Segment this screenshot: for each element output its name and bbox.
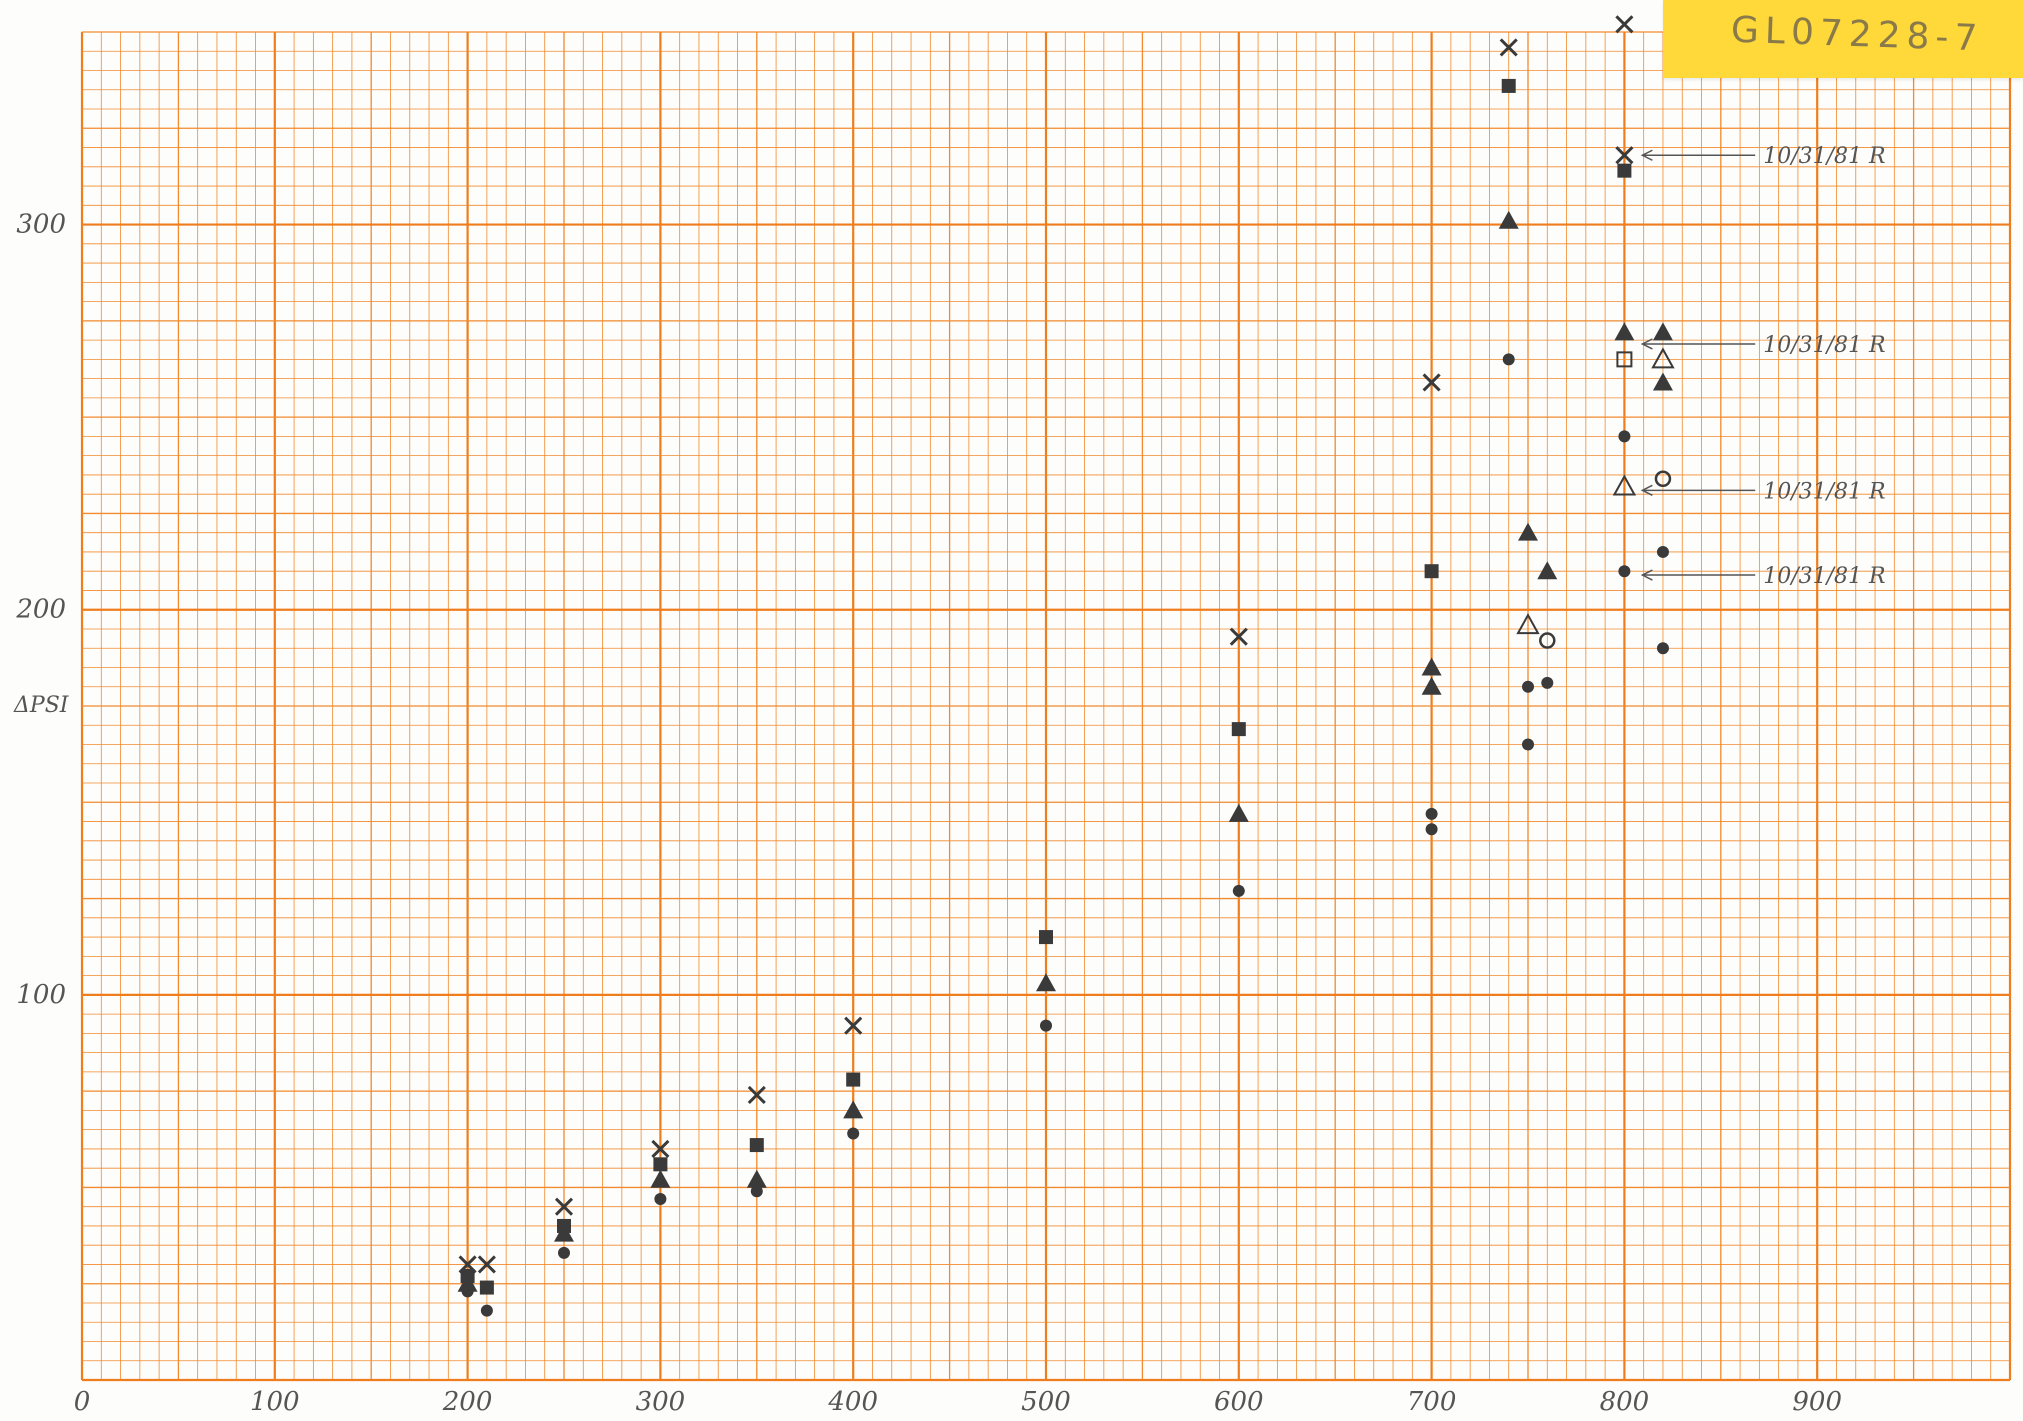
sticky-note: GL07228-7 xyxy=(1663,0,2023,78)
data-point-x xyxy=(1615,146,1634,165)
data-point-x xyxy=(651,1139,670,1158)
x-tick-label: 0 xyxy=(74,1387,91,1417)
data-point-open-circle xyxy=(1539,632,1556,649)
data-point-square xyxy=(1617,163,1632,178)
x-tick-label: 300 xyxy=(636,1387,686,1417)
data-point-circle xyxy=(750,1185,763,1198)
data-point-triangle xyxy=(650,1169,671,1188)
data-point-square xyxy=(479,1280,494,1295)
data-point-x xyxy=(554,1197,574,1216)
data-point-open-triangle xyxy=(1612,474,1637,496)
data-point-square xyxy=(653,1157,668,1172)
sheet-id-label: GL07228-7 xyxy=(1730,9,1985,60)
arrow-icon xyxy=(1640,569,1653,581)
data-point-circle xyxy=(654,1192,667,1205)
data-point-circle xyxy=(1618,565,1631,578)
annotations: 10/31/81 R 10/31/81 R 10/31/81 R 10/31/81 R xyxy=(1640,144,1886,589)
annotation-label: 10/31/81 R xyxy=(1763,479,1885,504)
data-point-open-triangle xyxy=(1651,347,1675,369)
data-point-triangle xyxy=(1036,973,1056,992)
data-point-circle xyxy=(1502,353,1515,366)
data-point-circle xyxy=(1040,1019,1052,1032)
data-point-x xyxy=(1615,15,1634,34)
y-tick-label: 100 xyxy=(16,980,66,1010)
data-point-circle xyxy=(1425,823,1438,836)
data-point-square xyxy=(1231,722,1246,737)
y-axis-label: ΔPSI xyxy=(13,693,70,718)
data-point-circle xyxy=(1618,430,1631,443)
arrow-icon xyxy=(1640,484,1653,496)
data-point-square xyxy=(749,1138,764,1153)
arrow-icon xyxy=(1640,338,1653,350)
data-point-triangle xyxy=(457,1273,478,1292)
data-point-circle xyxy=(1656,545,1669,558)
data-point-circle xyxy=(1522,738,1534,751)
x-tick-label: 200 xyxy=(442,1387,493,1417)
data-point-circle xyxy=(1425,807,1438,820)
data-point-x xyxy=(1499,38,1518,57)
annotation-label: 10/31/81 R xyxy=(1763,333,1885,358)
data-point-open-square xyxy=(1616,351,1633,368)
y-tick-label: 300 xyxy=(16,210,66,240)
x-tick-label: 500 xyxy=(1021,1387,1071,1417)
data-point-square xyxy=(1501,78,1516,93)
data-point-x xyxy=(477,1255,496,1274)
x-tick-label: 100 xyxy=(250,1387,300,1417)
data-point-circle xyxy=(461,1285,474,1298)
data-point-open-circle xyxy=(1654,470,1672,488)
x-tick-label: 800 xyxy=(1600,1387,1650,1417)
annotation-label: 10/31/81 R xyxy=(1763,564,1885,589)
x-tick-label: 700 xyxy=(1407,1387,1457,1417)
data-point-triangle xyxy=(554,1223,574,1242)
data-point-circle xyxy=(1522,680,1534,693)
axis-ticks: 0 100 200 300 400 500 600 700 800 900 100 200 300 xyxy=(15,210,1842,1417)
data-point-circle xyxy=(558,1246,570,1259)
data-point-triangle xyxy=(1228,803,1249,822)
x-tick-label: 600 xyxy=(1214,1387,1264,1417)
data-point-triangle xyxy=(1652,372,1673,391)
data-point-circle xyxy=(1656,642,1669,655)
data-point-x xyxy=(1229,627,1248,646)
data-point-triangle xyxy=(1652,322,1673,341)
grid xyxy=(80,31,2012,1382)
data-point-triangle xyxy=(1498,210,1519,229)
data-point-circle xyxy=(1232,884,1245,897)
data-point-triangle xyxy=(1421,657,1442,676)
data-marks xyxy=(457,15,1675,1317)
data-point-triangle xyxy=(1614,322,1635,341)
arrow-icon xyxy=(1640,149,1653,161)
data-point-triangle xyxy=(1537,561,1558,580)
annotation-label: 10/31/81 R xyxy=(1763,144,1885,169)
y-tick-label: 200 xyxy=(15,595,66,625)
data-point-triangle xyxy=(746,1169,767,1188)
data-point-x xyxy=(747,1085,766,1105)
data-point-x xyxy=(1422,373,1441,392)
data-point-triangle xyxy=(1421,676,1442,695)
data-point-square xyxy=(1039,930,1053,945)
data-point-circle xyxy=(1541,676,1554,689)
data-point-x xyxy=(844,1016,863,1035)
data-point-triangle xyxy=(843,1100,864,1119)
data-point-triangle xyxy=(1518,522,1538,541)
data-point-square xyxy=(1424,564,1439,579)
data-point-square xyxy=(846,1072,861,1087)
data-point-circle xyxy=(480,1304,493,1317)
x-tick-label: 400 xyxy=(827,1387,878,1417)
data-point-open-triangle xyxy=(1516,613,1540,635)
x-tick-label: 900 xyxy=(1792,1387,1842,1417)
data-point-circle xyxy=(847,1127,860,1140)
